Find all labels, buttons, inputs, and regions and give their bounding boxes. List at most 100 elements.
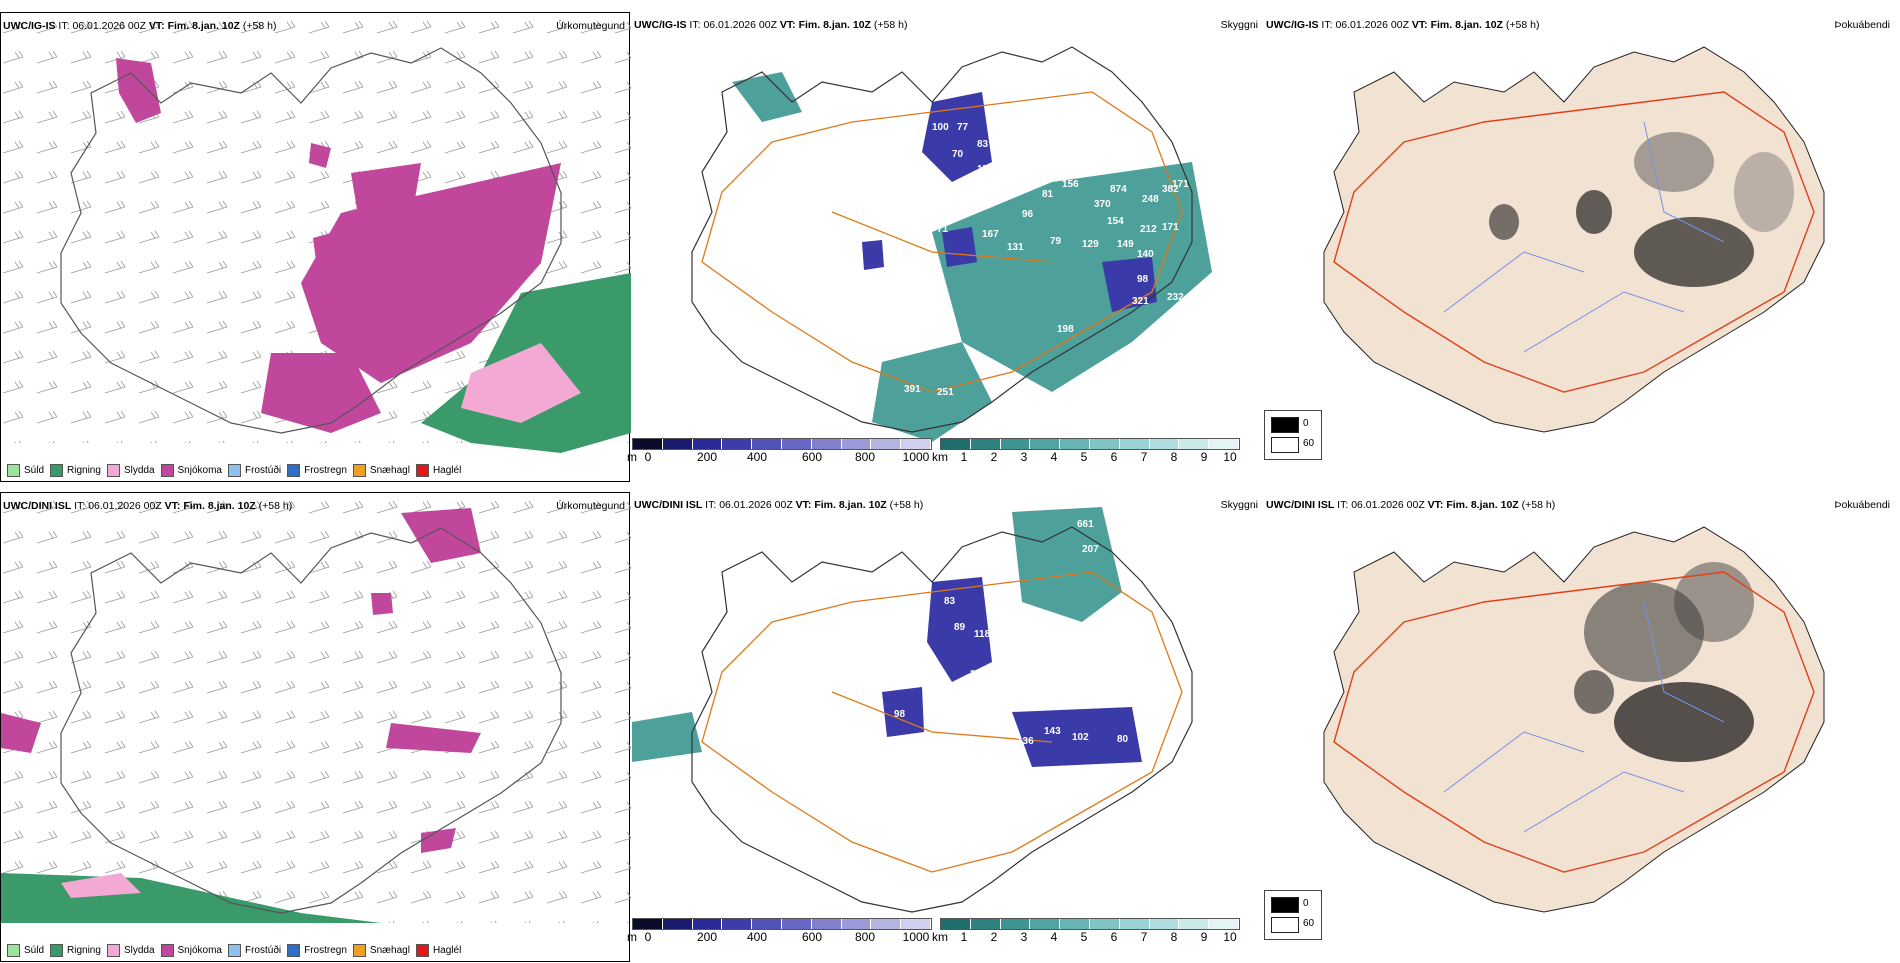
snow-areas <box>116 58 561 433</box>
color-step <box>1149 439 1180 449</box>
valid-label: VT: <box>795 499 812 511</box>
vis-label: 131 <box>990 624 1007 635</box>
colorbar-tick: 200 <box>696 930 718 944</box>
color-step <box>722 439 753 449</box>
ptype-panel-row2: UWC/DINI ISL IT: 06.01.2026 00Z VT: Fim.… <box>0 492 631 962</box>
init-label: IT: <box>689 19 701 31</box>
legend-item: Snjókoma <box>160 943 222 957</box>
visibility-panel-row2: 83 89 118 131 204 98 143 102 136 80 116 … <box>627 492 1262 962</box>
field-title: Skyggni <box>1220 499 1258 511</box>
iceland-outline <box>691 526 1193 913</box>
colorbar-tick: 3 <box>1020 450 1028 464</box>
vis-label: 507 <box>1087 126 1104 137</box>
color-step <box>841 439 872 449</box>
color-step <box>901 919 931 929</box>
vis-label: 382 <box>1162 184 1179 195</box>
iceland-outline <box>60 527 562 914</box>
vis-label: 171 <box>1162 222 1179 233</box>
fog-panel-row2: UWC/DINI ISL IT: 06.01.2026 00Z VT: Fim.… <box>1264 492 1894 962</box>
legend-item: Rigning <box>50 463 101 477</box>
fog-header-row2: UWC/DINI ISL IT: 06.01.2026 00Z VT: Fim.… <box>1266 498 1892 512</box>
init-time: 06.01.2026 00Z <box>72 20 146 32</box>
fog-areas <box>1574 562 1754 762</box>
field-title: Þokuábendi <box>1834 499 1890 511</box>
fog-legend-row1: 0 60 <box>1264 410 1322 460</box>
colorbar-tick: 0 <box>644 930 652 944</box>
color-step <box>811 919 842 929</box>
init-time: 06.01.2026 00Z <box>88 500 162 512</box>
color-step <box>1209 919 1239 929</box>
field-title: Skyggni <box>1220 19 1258 31</box>
legend-swatch <box>7 463 20 477</box>
colorbar-unit: km <box>932 930 948 944</box>
init-label: IT: <box>74 500 86 512</box>
colorbar-tick: 800 <box>854 450 876 464</box>
init-time: 06.01.2026 00Z <box>1335 19 1409 31</box>
vis-label: 143 <box>1044 726 1061 737</box>
color-step <box>1209 439 1239 449</box>
color-step <box>1179 919 1210 929</box>
colorbar-tick: 5 <box>1080 450 1088 464</box>
vis-label: 156 <box>1062 179 1079 190</box>
visibility-values: 100 77 83 70 151 96 71 167 131 96 81 79 … <box>872 122 1239 398</box>
color-step <box>633 919 663 929</box>
colorbar-tick: 1000 <box>902 930 930 944</box>
colorbar-tick: 7 <box>1140 930 1148 944</box>
vis-label: 251 <box>937 387 954 398</box>
colorbar-tick: 10 <box>1223 930 1237 944</box>
lead-time: (+58 h) <box>1505 19 1540 31</box>
legend-item: Snæhagl <box>352 463 410 477</box>
init-time: 06.01.2026 00Z <box>703 19 777 31</box>
color-step <box>1060 919 1090 929</box>
vis-label: 81 <box>1042 189 1054 200</box>
valid-label: VT: <box>1427 499 1444 511</box>
legend-swatch <box>50 943 64 957</box>
color-step <box>722 919 753 929</box>
vis-label: 154 <box>1107 216 1124 227</box>
legend-swatch <box>415 943 429 957</box>
height-colorbar-swatches <box>632 918 932 930</box>
color-step <box>871 919 902 929</box>
height-colorbar-row2: m 0 200 400 600 800 1000 <box>627 918 932 944</box>
ptype-map-row1 <box>1 13 631 453</box>
snow-areas <box>1 508 481 853</box>
vis-label: 71 <box>937 224 949 235</box>
fog-swatch-white <box>1271 917 1299 933</box>
vis-label: 118 <box>974 629 991 640</box>
vis-label: 167 <box>982 229 999 240</box>
rivers <box>1443 121 1725 353</box>
valid-time: Fim. 8.jan. 10Z <box>814 499 887 511</box>
lead-time: (+58 h) <box>889 499 924 511</box>
colorbar-tick: 8 <box>1170 930 1178 944</box>
model-name: UWC/IG-IS <box>1266 19 1319 31</box>
color-step <box>633 439 663 449</box>
color-step <box>1030 919 1061 929</box>
legend-item: Súld <box>7 463 44 477</box>
vis-label: 140 <box>1137 249 1154 260</box>
colorbar-tick: 7 <box>1140 450 1148 464</box>
red-roads <box>1333 91 1815 393</box>
legend-item: Súld <box>7 943 44 957</box>
low-visibility-areas <box>632 507 1122 762</box>
legend-swatch <box>287 463 301 477</box>
vis-label: 129 <box>1082 239 1099 250</box>
init-label: IT: <box>1337 499 1349 511</box>
colorbar-tick: 800 <box>854 930 876 944</box>
vis-label: 102 <box>1072 732 1089 743</box>
color-step <box>1119 439 1150 449</box>
vis-label: 80 <box>1117 734 1129 745</box>
colorbar-tick: 9 <box>1200 930 1208 944</box>
legend-item: Rigning <box>50 943 101 957</box>
field-title: Úrkomutegund <box>556 20 625 32</box>
fog-areas <box>1489 132 1794 287</box>
rivers <box>1443 601 1725 833</box>
visibility-header-row1: UWC/IG-IS IT: 06.01.2026 00Z VT: Fim. 8.… <box>634 18 1260 32</box>
vis-label: 204 <box>970 669 987 680</box>
legend-swatch <box>160 943 174 957</box>
color-step <box>970 439 1001 449</box>
colorbar-tick: 2 <box>990 930 998 944</box>
height-colorbar-row1: m 0 200 400 600 800 1000 <box>627 438 932 464</box>
color-step <box>1179 439 1210 449</box>
colorbar-unit: km <box>932 450 948 464</box>
legend-label: Rigning <box>67 464 101 476</box>
